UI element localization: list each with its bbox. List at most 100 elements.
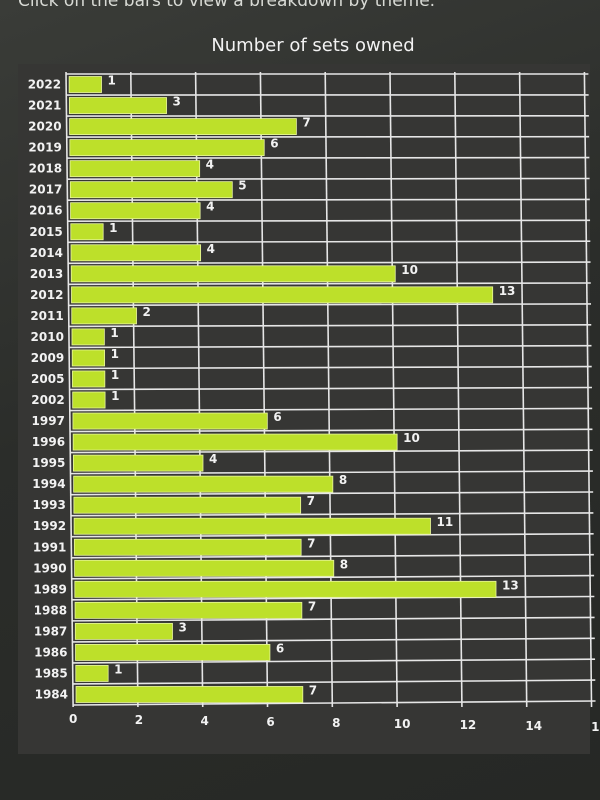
gridline-horizontal <box>70 491 594 496</box>
bar[interactable] <box>74 559 335 577</box>
y-tick-label: 2017 <box>29 183 62 197</box>
data-label: 13 <box>502 578 519 592</box>
data-label: 7 <box>309 683 317 697</box>
y-tick-label: 2020 <box>28 120 61 134</box>
data-label: 1 <box>109 221 117 235</box>
bar[interactable] <box>69 139 265 157</box>
data-label: 1 <box>111 347 119 361</box>
x-tick-label: 14 <box>525 719 542 733</box>
gridline-vertical <box>518 71 528 708</box>
data-label: 8 <box>340 557 348 571</box>
bar[interactable] <box>72 391 106 409</box>
bar[interactable] <box>70 223 104 241</box>
bar[interactable] <box>72 412 268 430</box>
instruction-text: Click on the bars to view a breakdown by… <box>18 0 436 11</box>
bar[interactable] <box>68 97 167 114</box>
data-label: 3 <box>173 95 181 109</box>
data-label: 1 <box>108 74 116 88</box>
y-tick-label: 2016 <box>29 204 62 218</box>
gridline-horizontal <box>67 240 591 244</box>
y-tick-label: 1986 <box>34 645 67 659</box>
y-tick-label: 1984 <box>35 687 68 701</box>
bar[interactable] <box>70 202 201 220</box>
y-tick-label: 1985 <box>34 666 67 680</box>
gridline-horizontal <box>71 533 594 538</box>
data-label: 11 <box>437 515 454 529</box>
bar[interactable] <box>74 580 497 598</box>
y-tick-label: 2010 <box>31 330 64 344</box>
bar[interactable] <box>74 601 303 619</box>
data-label: 8 <box>339 473 347 487</box>
y-tick-label: 2009 <box>31 351 64 365</box>
data-label: 10 <box>401 263 418 277</box>
y-tick-label: 2005 <box>31 372 64 386</box>
bar[interactable] <box>73 538 302 556</box>
x-tick-label: 4 <box>201 714 209 728</box>
bar[interactable] <box>71 328 105 346</box>
gridline-vertical <box>194 71 204 708</box>
y-tick-label: 2022 <box>28 78 61 92</box>
x-tick-label: 0 <box>69 712 77 726</box>
data-label: 4 <box>209 452 217 466</box>
bar[interactable] <box>71 307 137 325</box>
chart-title: Number of sets owned <box>211 35 414 56</box>
x-tick-label: 2 <box>135 713 143 727</box>
bar[interactable] <box>73 517 431 535</box>
gridline-horizontal <box>72 637 595 643</box>
data-label: 7 <box>307 494 315 508</box>
gridline-vertical <box>65 71 74 708</box>
gridline-vertical <box>583 71 593 708</box>
data-label: 1 <box>111 368 119 382</box>
bar[interactable] <box>72 454 204 472</box>
y-tick-label: 2013 <box>30 267 63 281</box>
y-tick-label: 1996 <box>32 435 65 449</box>
gridline-horizontal <box>68 282 591 286</box>
data-label: 5 <box>238 179 246 193</box>
bar[interactable] <box>69 118 297 135</box>
bar[interactable] <box>75 686 304 703</box>
data-label: 10 <box>403 431 420 445</box>
gridline-vertical <box>389 71 398 708</box>
bar[interactable] <box>69 181 233 199</box>
gridline-horizontal <box>67 198 590 201</box>
data-label: 7 <box>308 599 316 613</box>
gridline-horizontal <box>71 574 595 580</box>
data-label: 6 <box>270 137 278 151</box>
x-tick-label: 16 <box>591 720 600 734</box>
y-tick-label: 1997 <box>32 414 65 428</box>
data-label: 2 <box>143 305 151 319</box>
data-label: 1 <box>111 389 119 403</box>
gridline-horizontal <box>69 365 592 370</box>
data-label: 1 <box>110 326 118 340</box>
y-tick-label: 2011 <box>30 309 63 323</box>
bar[interactable] <box>71 349 106 367</box>
bar[interactable] <box>70 265 396 283</box>
bar[interactable] <box>72 370 106 388</box>
data-label: 6 <box>276 641 284 655</box>
y-tick-label: 1988 <box>34 603 67 617</box>
bar[interactable] <box>72 433 398 451</box>
bar[interactable] <box>68 76 102 93</box>
data-label: 1 <box>114 662 122 676</box>
gridline-horizontal <box>68 323 592 328</box>
bar[interactable] <box>69 160 201 178</box>
bar[interactable] <box>75 644 271 661</box>
data-label: 3 <box>178 620 186 634</box>
gridline-horizontal <box>67 177 590 180</box>
y-tick-label: 2014 <box>30 246 63 260</box>
gridline-horizontal <box>67 219 591 223</box>
y-tick-label: 2002 <box>31 393 64 407</box>
gridline-horizontal <box>71 553 594 559</box>
data-label: 4 <box>206 200 214 214</box>
data-label: 7 <box>302 116 310 130</box>
gridline-vertical <box>324 71 334 708</box>
y-tick-label: 2021 <box>28 99 61 113</box>
bar[interactable] <box>70 244 202 262</box>
bar[interactable] <box>73 475 334 493</box>
y-tick-label: 1990 <box>33 561 66 575</box>
bar[interactable] <box>73 496 302 514</box>
bar[interactable] <box>74 622 173 640</box>
y-tick-label: 2018 <box>29 162 62 176</box>
bar[interactable] <box>75 665 109 682</box>
bar[interactable] <box>71 286 494 304</box>
